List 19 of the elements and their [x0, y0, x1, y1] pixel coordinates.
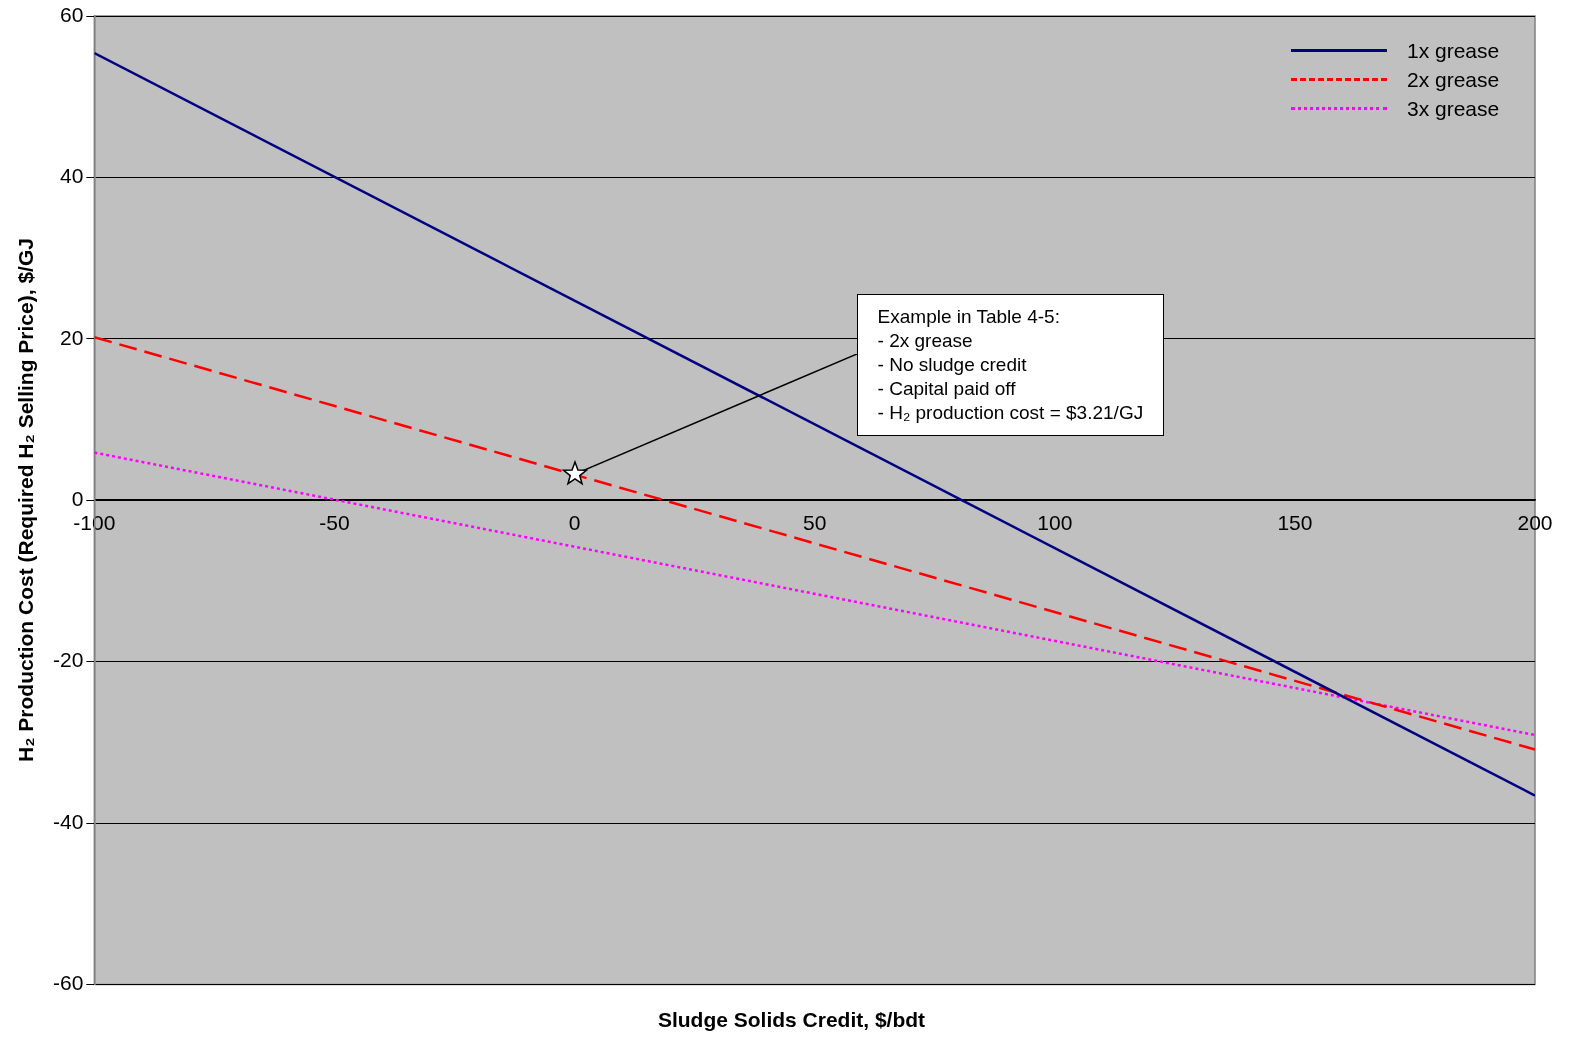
annotation: Example in Table 4-5: - 2x grease - No sludge credit - Capital paid off - H₂ production cost = $3.21/GJ	[856, 294, 1165, 437]
legend-label: 2x grease	[1407, 67, 1500, 93]
legend-label: 1x grease	[1407, 38, 1500, 64]
x-tick-label: -50	[319, 510, 350, 534]
legend-label: 3x grease	[1407, 96, 1500, 122]
y-tick-label: -40	[52, 809, 84, 833]
y-tick-label: -60	[52, 971, 84, 995]
x-tick-label: 0	[568, 510, 581, 534]
x-tick-label: 150	[1277, 510, 1313, 534]
y-tick-label: 20	[59, 325, 84, 349]
y-tick-label: 0	[71, 487, 84, 510]
x-axis-title: Sludge Solids Credit, $/bdt	[656, 1008, 927, 1032]
y-tick-label: 60	[59, 2, 84, 26]
y-tick-label: 40	[59, 164, 84, 188]
y-axis-title: H₂ Production Cost (Required H₂ Selling Price), $/GJ	[14, 238, 38, 763]
x-tick-label: 50	[803, 510, 827, 534]
x-tick-label: 100	[1037, 510, 1073, 534]
y-tick-label: -20	[52, 648, 84, 672]
x-tick-label: 200	[1517, 510, 1553, 534]
